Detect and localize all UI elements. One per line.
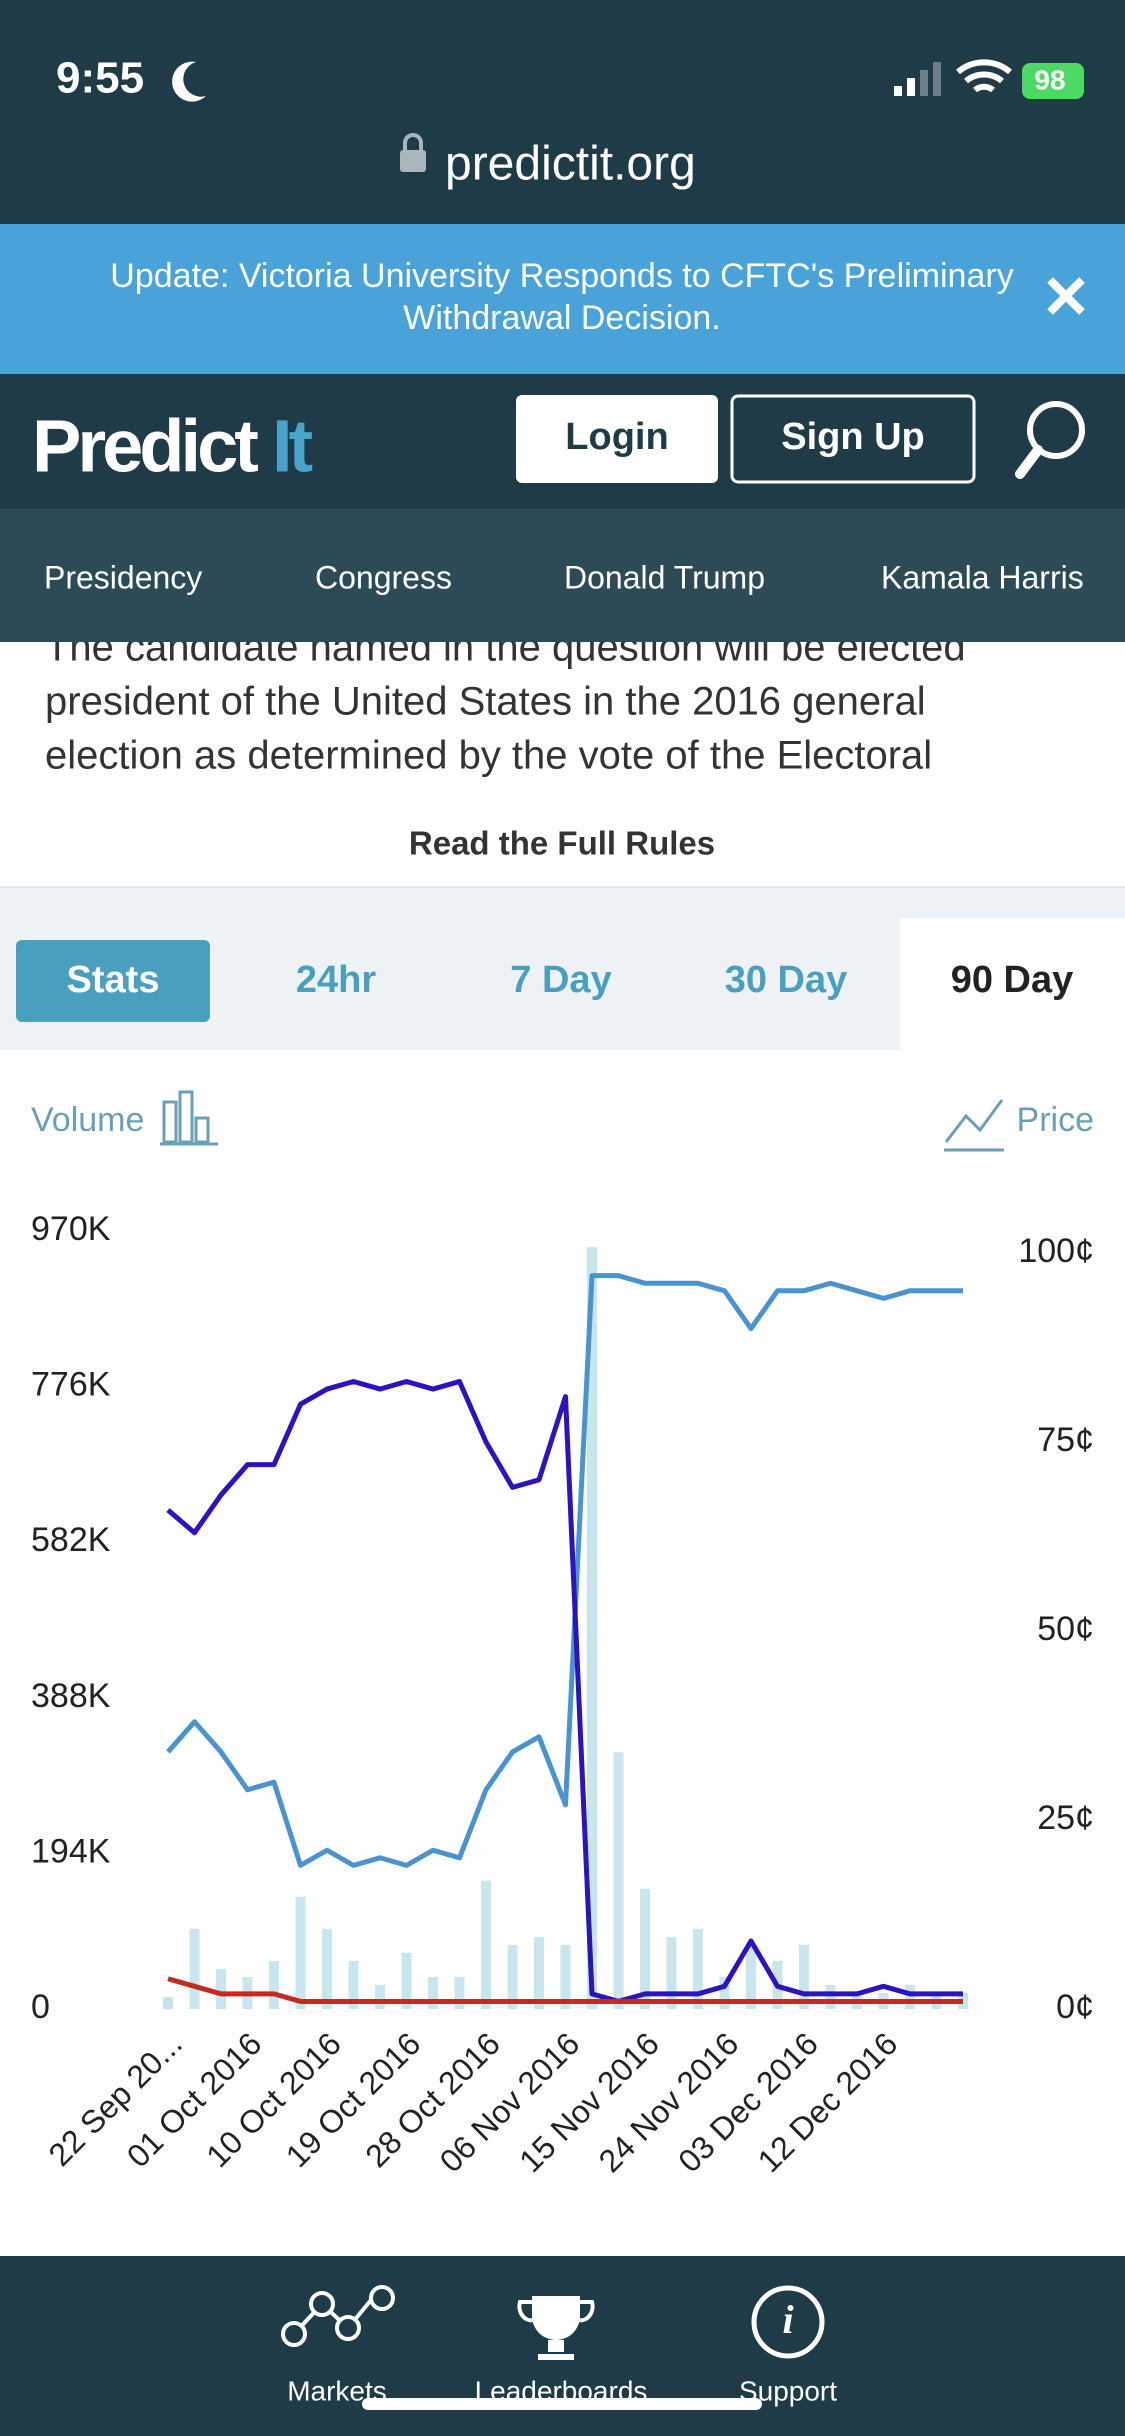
volume-bar [587,1247,597,2009]
volume-bar [401,1952,412,2009]
y2-tick-label: 0¢ [1056,1988,1094,2026]
volume-bar [163,1996,173,2009]
url: predictit.org [445,138,696,191]
status-bar [0,0,1125,224]
banner [0,224,1125,374]
volume-bar [269,1960,279,2009]
signup-label[interactable]: Sign Up [781,416,925,458]
y-axis-label: Volume [31,1101,144,1139]
search-icon[interactable] [1027,401,1085,459]
lock-icon [403,133,423,151]
tab-active-button[interactable] [16,940,210,1022]
volume-bar [905,1984,915,2009]
rules-line: election as determined by the vote of th… [45,734,932,778]
signal [907,78,915,96]
volume-bar [322,1928,332,2009]
logo[interactable]: Predict [32,405,262,488]
markets-icon[interactable] [281,2321,307,2347]
y2-tick-label: 50¢ [1037,1610,1094,1648]
signup-button[interactable] [730,394,976,484]
volume-bar [719,1976,730,2009]
y-tick-label: 0 [31,1988,50,2026]
moon-icon [172,61,206,102]
volume-bar [454,1976,465,2009]
nav-item[interactable]: Presidency [44,559,202,595]
signal [920,70,928,96]
login-label[interactable]: Login [565,416,668,458]
rules-line: president of the United States in the 20… [45,680,926,724]
y-tick-label: 388K [31,1677,111,1715]
home-indicator [362,2398,762,2410]
volume-bar [534,1936,544,2009]
markets-icon[interactable] [309,2291,335,2317]
trophy-icon[interactable] [532,2296,580,2360]
volume-bar [746,1944,756,2009]
volume-bar [825,1984,836,2009]
y-tick-label: 970K [31,1210,111,1248]
volume-bar [189,1928,200,2009]
search-icon[interactable] [1015,445,1043,479]
volume-bar [481,1880,491,2009]
volume-bar [348,1960,359,2009]
lock-icon [400,150,426,172]
nav-bar [0,509,1125,642]
nav-item[interactable]: Congress [315,559,452,595]
wifi-icon [956,59,1012,93]
tab[interactable]: 24hr [296,959,376,1001]
volume-bar [613,1752,624,2009]
volume-bar [507,1944,518,2009]
markets-icon[interactable] [292,2292,378,2336]
logo[interactable]: It [272,405,317,488]
battery-level: 98 [1034,64,1065,95]
price-line [166,1273,963,1868]
signal [933,62,941,96]
tab[interactable]: 30 Day [725,959,848,1001]
price-line [167,1976,963,2004]
y2-tick-label: 100¢ [1018,1232,1094,1270]
y2-axis-label: Price [1017,1101,1094,1139]
volume-bar [640,1888,650,2009]
volume-bar [295,1896,306,2009]
nav-item[interactable]: Kamala Harris [881,559,1084,595]
volume-bar [216,1968,226,2009]
volume-bar [560,1944,571,2009]
y-tick-label: 194K [31,1832,111,1870]
signal [894,86,902,96]
nav-item[interactable]: Donald Trump [564,559,765,595]
markets-icon[interactable] [369,2285,395,2311]
volume-bar [375,1984,385,2009]
tab[interactable]: 7 Day [510,959,611,1001]
markets-icon[interactable] [335,2315,361,2341]
y-tick-label: 776K [31,1366,111,1404]
battery [1022,63,1084,99]
y2-tick-label: 75¢ [1037,1421,1094,1459]
tab[interactable]: Stats [67,959,160,1001]
trophy-icon[interactable] [517,2300,595,2323]
tab[interactable]: 90 Day [951,959,1074,1001]
support-icon[interactable] [751,2285,825,2359]
volume-bar [693,1928,703,2009]
price-line [166,1379,963,2004]
y-tick-label: 582K [31,1521,111,1559]
banner-text: Withdrawal Decision. [403,299,720,337]
close-banner[interactable] [1047,277,1085,315]
support-icon[interactable]: i [782,2297,793,2342]
login-button[interactable] [516,395,718,483]
banner-text: Update: Victoria University Responds to … [110,257,1013,295]
rules-bg [0,600,1125,890]
rules-fade [0,780,1125,810]
volume-bar [666,1936,677,2009]
price-icon [944,1099,1004,1152]
y2-tick-label: 25¢ [1037,1799,1094,1837]
x-tick-label: 12 Dec 2016 [751,2025,905,2179]
time: 9:55 [56,54,144,103]
read-rules-link[interactable]: Read the Full Rules [409,825,715,862]
volume-bar [428,1976,438,2009]
volume-bar [799,1944,809,2009]
tab-selected[interactable] [900,918,1125,1050]
volume-icon [160,1090,218,1146]
